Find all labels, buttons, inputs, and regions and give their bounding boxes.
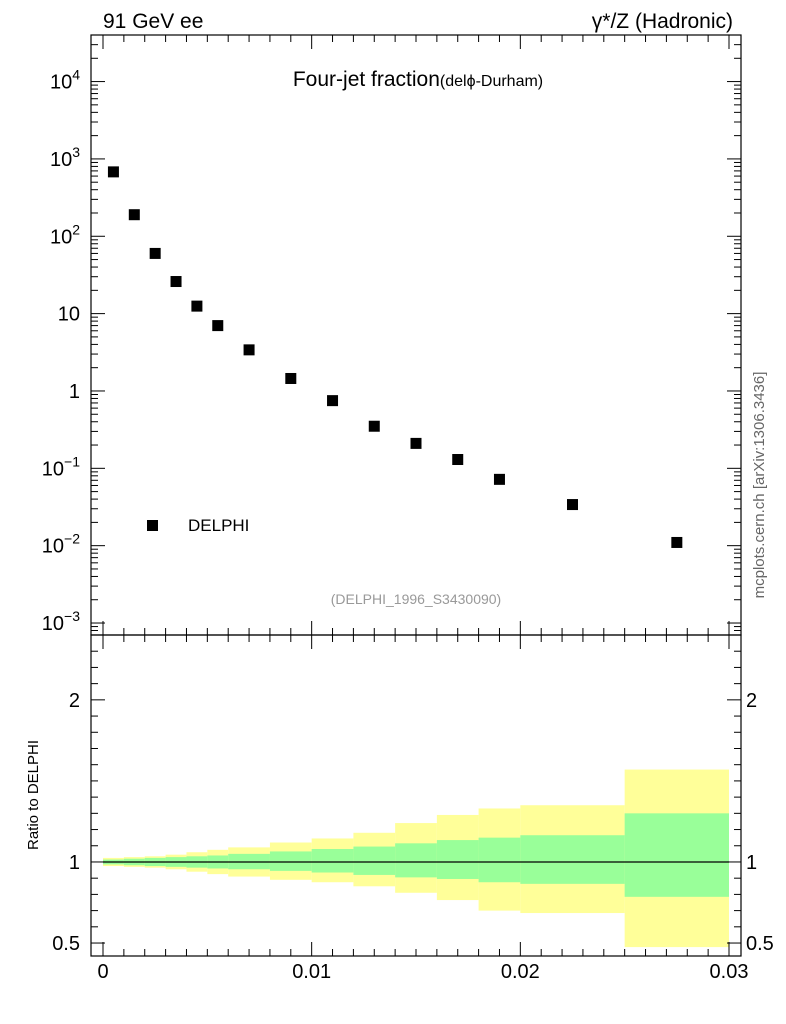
stat-uncertainty-band xyxy=(269,851,312,871)
main-y-tick-label: 102 xyxy=(50,221,80,248)
main-y-tick-label: 1 xyxy=(69,381,80,403)
data-point xyxy=(149,247,161,259)
data-point xyxy=(452,454,464,466)
data-point xyxy=(327,395,339,407)
main-y-tick-label-base: 10 xyxy=(42,458,64,480)
main-data-points xyxy=(107,166,683,548)
ratio-y-tick-label-right: 0.5 xyxy=(746,933,774,955)
main-y-tick-label: 103 xyxy=(50,144,80,171)
main-subtitle-text: (delϕ-Durham) xyxy=(440,73,543,90)
header-right-label: γ*/Z (Hadronic) xyxy=(592,10,733,33)
stat-uncertainty-band xyxy=(478,837,521,883)
data-point xyxy=(671,536,683,548)
data-point xyxy=(285,372,297,384)
data-point xyxy=(243,344,255,356)
ratio-plot-frame xyxy=(90,634,742,957)
data-point xyxy=(493,473,505,485)
legend-marker xyxy=(147,520,158,531)
ratio-panel: 0.5 0.5 1 1 2 2 0 0.01 0.02 0.03 Ratio to DELPHI xyxy=(25,634,774,983)
ratio-y-tick-label-right: 2 xyxy=(746,690,757,712)
main-y-tick-label: 10−2 xyxy=(42,531,80,558)
data-point xyxy=(128,209,140,221)
main-y-tick-label-exp: 3 xyxy=(72,144,80,160)
x-tick-label: 0.02 xyxy=(501,961,540,983)
data-point xyxy=(170,276,182,288)
main-y-tick-label-base: 10 xyxy=(50,72,72,94)
main-y-tick-label-exp: −1 xyxy=(64,453,80,469)
main-y-tick-label: 104 xyxy=(50,67,80,94)
ratio-tick-labels: 0.5 0.5 1 1 2 2 0 0.01 0.02 0.03 xyxy=(52,690,774,983)
main-y-tick-label-base: 10 xyxy=(42,613,64,635)
main-y-tick-label-base: 10 xyxy=(42,536,64,558)
stat-uncertainty-band xyxy=(436,840,479,879)
x-tick-label: 0 xyxy=(97,961,108,983)
stat-uncertainty-band xyxy=(353,846,396,875)
stat-uncertainty-band xyxy=(395,843,437,878)
data-point xyxy=(212,320,224,332)
x-tick-label: 0.01 xyxy=(292,961,331,983)
data-point xyxy=(567,499,578,511)
ratio-y-tick-label-left: 1 xyxy=(69,852,80,874)
main-axis-ticks xyxy=(91,34,741,636)
stat-uncertainty-band xyxy=(311,849,354,873)
ratio-y-tick-label-left: 2 xyxy=(69,690,80,712)
arxiv-side-label: mcplots.cern.ch [arXiv:1306.3436] xyxy=(751,372,768,599)
main-title: Four-jet fraction(delϕ-Durham) xyxy=(293,68,543,91)
ratio-uncertainty-bands xyxy=(103,769,729,948)
ratio-y-tick-label-right: 1 xyxy=(746,852,757,874)
data-point xyxy=(410,437,422,449)
ratio-y-axis-label: Ratio to DELPHI xyxy=(25,740,42,850)
main-y-tick-label: 10−3 xyxy=(42,608,80,635)
stat-uncertainty-band xyxy=(520,835,625,884)
data-point xyxy=(107,166,119,178)
main-y-tick-label: 10−1 xyxy=(42,453,80,480)
analysis-reference-label: (DELPHI_1996_S3430090) xyxy=(331,591,501,607)
legend-label: DELPHI xyxy=(188,516,249,535)
main-title-text: Four-jet fraction xyxy=(293,68,440,91)
data-point xyxy=(368,420,380,432)
header-left-label: 91 GeV ee xyxy=(103,10,203,33)
ratio-y-tick-label-left: 0.5 xyxy=(52,933,80,955)
main-y-tick-label-exp: −3 xyxy=(64,608,80,624)
main-y-tick-label-exp: −2 xyxy=(64,531,80,547)
main-y-tick-label-base: 10 xyxy=(50,149,72,171)
x-tick-label: 0.03 xyxy=(710,961,749,983)
main-y-tick-label: 10 xyxy=(58,304,80,326)
main-y-tick-label-base: 10 xyxy=(50,226,72,248)
data-point xyxy=(191,300,203,312)
main-y-tick-label-exp: 2 xyxy=(72,221,80,237)
stat-uncertainty-band xyxy=(624,813,729,897)
main-y-tick-label-exp: 4 xyxy=(72,67,80,83)
main-plot-frame xyxy=(90,34,742,636)
